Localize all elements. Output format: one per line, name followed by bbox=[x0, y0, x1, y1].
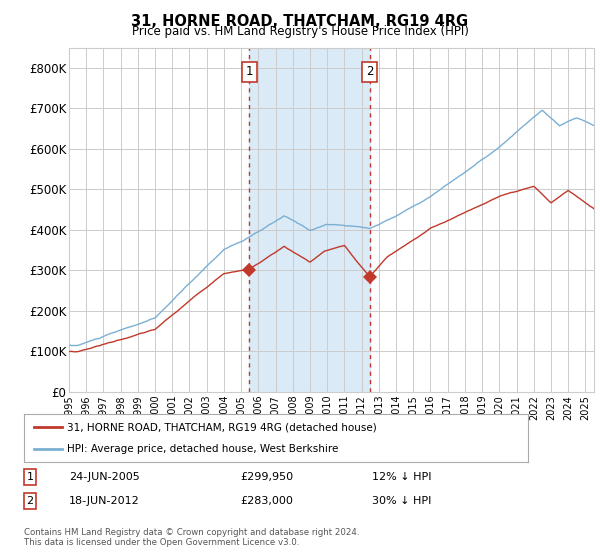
Text: Contains HM Land Registry data © Crown copyright and database right 2024.
This d: Contains HM Land Registry data © Crown c… bbox=[24, 528, 359, 547]
Text: 1: 1 bbox=[245, 66, 253, 78]
Text: £299,950: £299,950 bbox=[240, 472, 293, 482]
Text: 31, HORNE ROAD, THATCHAM, RG19 4RG (detached house): 31, HORNE ROAD, THATCHAM, RG19 4RG (deta… bbox=[67, 422, 377, 432]
Text: 24-JUN-2005: 24-JUN-2005 bbox=[69, 472, 140, 482]
Text: HPI: Average price, detached house, West Berkshire: HPI: Average price, detached house, West… bbox=[67, 444, 338, 454]
Text: 31, HORNE ROAD, THATCHAM, RG19 4RG: 31, HORNE ROAD, THATCHAM, RG19 4RG bbox=[131, 14, 469, 29]
Text: 30% ↓ HPI: 30% ↓ HPI bbox=[372, 496, 431, 506]
Bar bbox=[250, 48, 370, 392]
Text: 2: 2 bbox=[366, 66, 373, 78]
Text: 1: 1 bbox=[26, 472, 34, 482]
Text: 18-JUN-2012: 18-JUN-2012 bbox=[69, 496, 140, 506]
Text: 2: 2 bbox=[26, 496, 34, 506]
Text: Price paid vs. HM Land Registry's House Price Index (HPI): Price paid vs. HM Land Registry's House … bbox=[131, 25, 469, 38]
Text: £283,000: £283,000 bbox=[240, 496, 293, 506]
Text: 12% ↓ HPI: 12% ↓ HPI bbox=[372, 472, 431, 482]
